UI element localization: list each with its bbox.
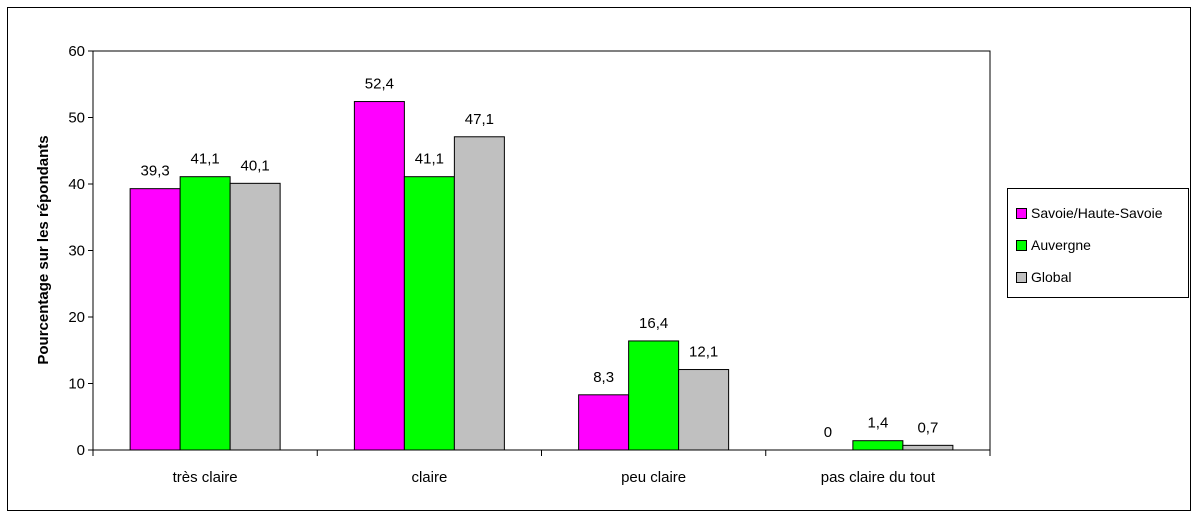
y-tick-label: 60: [68, 43, 85, 60]
y-tick-label: 50: [68, 110, 85, 127]
y-tick-label: 30: [68, 243, 85, 260]
bar: [628, 340, 680, 451]
data-label: 12,1: [689, 344, 718, 361]
legend-swatch-global: [1016, 271, 1027, 283]
legend-label-global: Global: [1031, 269, 1072, 285]
x-tick-label: très claire: [173, 469, 238, 486]
y-tick-label: 10: [68, 376, 85, 393]
data-label: 40,1: [241, 157, 270, 174]
bar: [852, 440, 904, 451]
bar: [229, 182, 281, 451]
data-label: 41,1: [191, 151, 220, 168]
x-tick-label: pas claire du tout: [821, 469, 936, 486]
bar: [403, 176, 455, 451]
data-label: 41,1: [415, 151, 444, 168]
y-tick-label: 0: [77, 442, 85, 459]
legend-label-savoie: Savoie/Haute-Savoie: [1031, 205, 1163, 221]
legend-swatch-auvergne: [1016, 239, 1027, 251]
data-label: 16,4: [639, 315, 668, 332]
x-tick-label: peu claire: [621, 469, 686, 486]
bar: [453, 136, 505, 451]
x-tick-label: claire: [411, 469, 447, 486]
bar: [353, 101, 405, 451]
legend-item-auvergne: Auvergne: [1016, 235, 1091, 255]
y-axis-label: Pourcentage sur les répondants: [35, 135, 52, 364]
data-label: 0: [824, 424, 832, 441]
data-label: 1,4: [867, 415, 888, 432]
data-label: 0,7: [917, 419, 938, 436]
chart-legend: Savoie/Haute-Savoie Auvergne Global: [1007, 188, 1189, 298]
y-tick-label: 20: [68, 309, 85, 326]
bar: [129, 188, 181, 451]
y-tick-label: 40: [68, 176, 85, 193]
data-label: 47,1: [465, 111, 494, 128]
legend-swatch-savoie: [1016, 207, 1027, 219]
legend-label-auvergne: Auvergne: [1031, 237, 1091, 253]
bar: [678, 369, 730, 451]
bar: [902, 444, 954, 451]
data-label: 39,3: [141, 163, 170, 180]
bar: [179, 176, 231, 451]
data-label: 52,4: [365, 76, 394, 93]
legend-item-savoie: Savoie/Haute-Savoie: [1016, 203, 1163, 223]
legend-item-global: Global: [1016, 267, 1071, 287]
bar: [578, 394, 630, 451]
data-label: 8,3: [593, 369, 614, 386]
